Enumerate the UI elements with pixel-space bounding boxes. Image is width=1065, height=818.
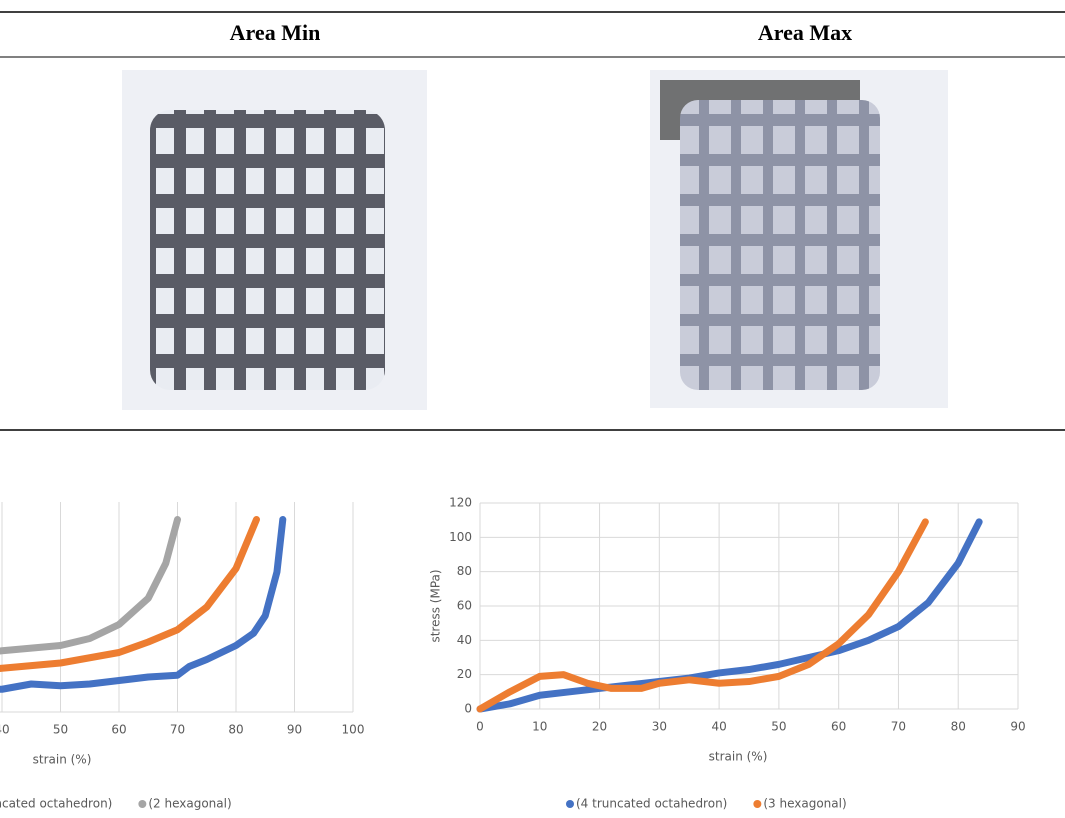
y-axis-label: stress (MPa) bbox=[429, 569, 443, 642]
legend-label: (2 hexagonal) bbox=[148, 797, 231, 811]
y-tick-label: 20 bbox=[457, 667, 472, 681]
legend-label: (4 truncated octahedron) bbox=[576, 797, 727, 811]
x-tick-label: 90 bbox=[1010, 720, 1025, 734]
lattice-image bbox=[122, 70, 427, 410]
y-tick-label: 40 bbox=[457, 633, 472, 647]
x-tick-label: 70 bbox=[891, 720, 906, 734]
legend-label: (3 hexagonal) bbox=[763, 797, 846, 811]
x-tick-label: 40 bbox=[711, 720, 726, 734]
legend-marker bbox=[753, 800, 761, 808]
page: Area Min Area Max 405060708090100strain … bbox=[0, 0, 1065, 814]
x-tick-label: 50 bbox=[53, 723, 68, 737]
y-tick-label: 60 bbox=[457, 599, 472, 613]
x-axis-label: strain (%) bbox=[709, 750, 768, 764]
data-line bbox=[480, 522, 925, 709]
x-tick-label: 80 bbox=[951, 720, 966, 734]
column-header: Area Max bbox=[758, 20, 852, 45]
x-tick-label: 0 bbox=[476, 720, 484, 734]
x-tick-label: 70 bbox=[170, 723, 185, 737]
x-axis-label: strain (%) bbox=[33, 753, 92, 767]
y-tick-label: 100 bbox=[449, 530, 472, 544]
y-tick-label: 120 bbox=[449, 496, 472, 510]
legend-marker bbox=[138, 800, 146, 808]
x-tick-label: 50 bbox=[771, 720, 786, 734]
x-tick-label: 90 bbox=[287, 723, 302, 737]
y-tick-label: 80 bbox=[457, 564, 472, 578]
x-tick-label: 10 bbox=[532, 720, 547, 734]
x-tick-label: 60 bbox=[831, 720, 846, 734]
x-tick-label: 40 bbox=[0, 723, 10, 737]
column-header: Area Min bbox=[230, 20, 321, 45]
x-tick-label: 80 bbox=[228, 723, 243, 737]
legend-marker bbox=[566, 800, 574, 808]
data-line bbox=[0, 520, 283, 713]
x-tick-label: 100 bbox=[342, 723, 365, 737]
lattice-image bbox=[650, 70, 948, 408]
x-tick-label: 20 bbox=[592, 720, 607, 734]
x-tick-label: 60 bbox=[111, 723, 126, 737]
y-tick-label: 0 bbox=[464, 702, 472, 716]
x-tick-label: 30 bbox=[652, 720, 667, 734]
legend-label: (4 truncated octahedron) bbox=[0, 797, 112, 811]
